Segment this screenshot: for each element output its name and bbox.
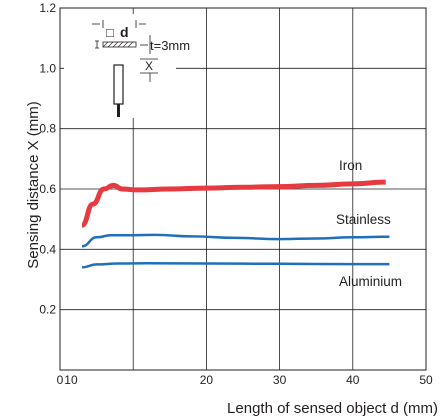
x-tick-label: 50: [419, 373, 433, 387]
series-lines: [80, 179, 390, 269]
y-tick-label: 1.2: [39, 1, 56, 15]
series-line-iron: [80, 179, 386, 228]
y-tick-label: 0.4: [39, 242, 56, 256]
y-tick-label: 0.8: [39, 122, 56, 136]
x-tick-label: 40: [346, 373, 360, 387]
x-tick-label: 0: [57, 373, 64, 387]
x-tick-label: 10: [64, 373, 78, 387]
distance-label: X: [145, 59, 153, 73]
sensor-diagram: □ d t=3mm X: [64, 14, 190, 118]
y-tick-label: 1.0: [39, 61, 56, 75]
sensor-body: [113, 64, 124, 105]
plot-frame: [59, 7, 427, 371]
series-label-stainless: Stainless: [336, 212, 391, 227]
thickness-label: t=3mm: [150, 38, 190, 53]
object-size-letter: d: [120, 24, 129, 40]
series-line-stainless: [81, 233, 390, 248]
x-axis-title: Length of sensed object d (mm): [227, 400, 438, 417]
y-tick-label: 0.6: [39, 182, 56, 196]
x-tick-labels: 0 10 20 30 40 50: [57, 373, 433, 387]
x-tick-label: 20: [200, 373, 214, 387]
object-size-symbol: □: [106, 25, 114, 40]
x-tick-label: 30: [273, 373, 287, 387]
y-tick-label: 0.2: [39, 303, 56, 317]
sensed-object-plate: [102, 41, 137, 48]
y-axis-title: Sensing distance X (mm): [25, 101, 42, 269]
series-label-iron: Iron: [339, 158, 362, 173]
series-label-aluminium: Aluminium: [339, 274, 402, 289]
y-tick-labels: 0.2 0.4 0.6 0.8 1.0 1.2: [39, 1, 56, 317]
series-line-aluminium: [81, 261, 390, 269]
